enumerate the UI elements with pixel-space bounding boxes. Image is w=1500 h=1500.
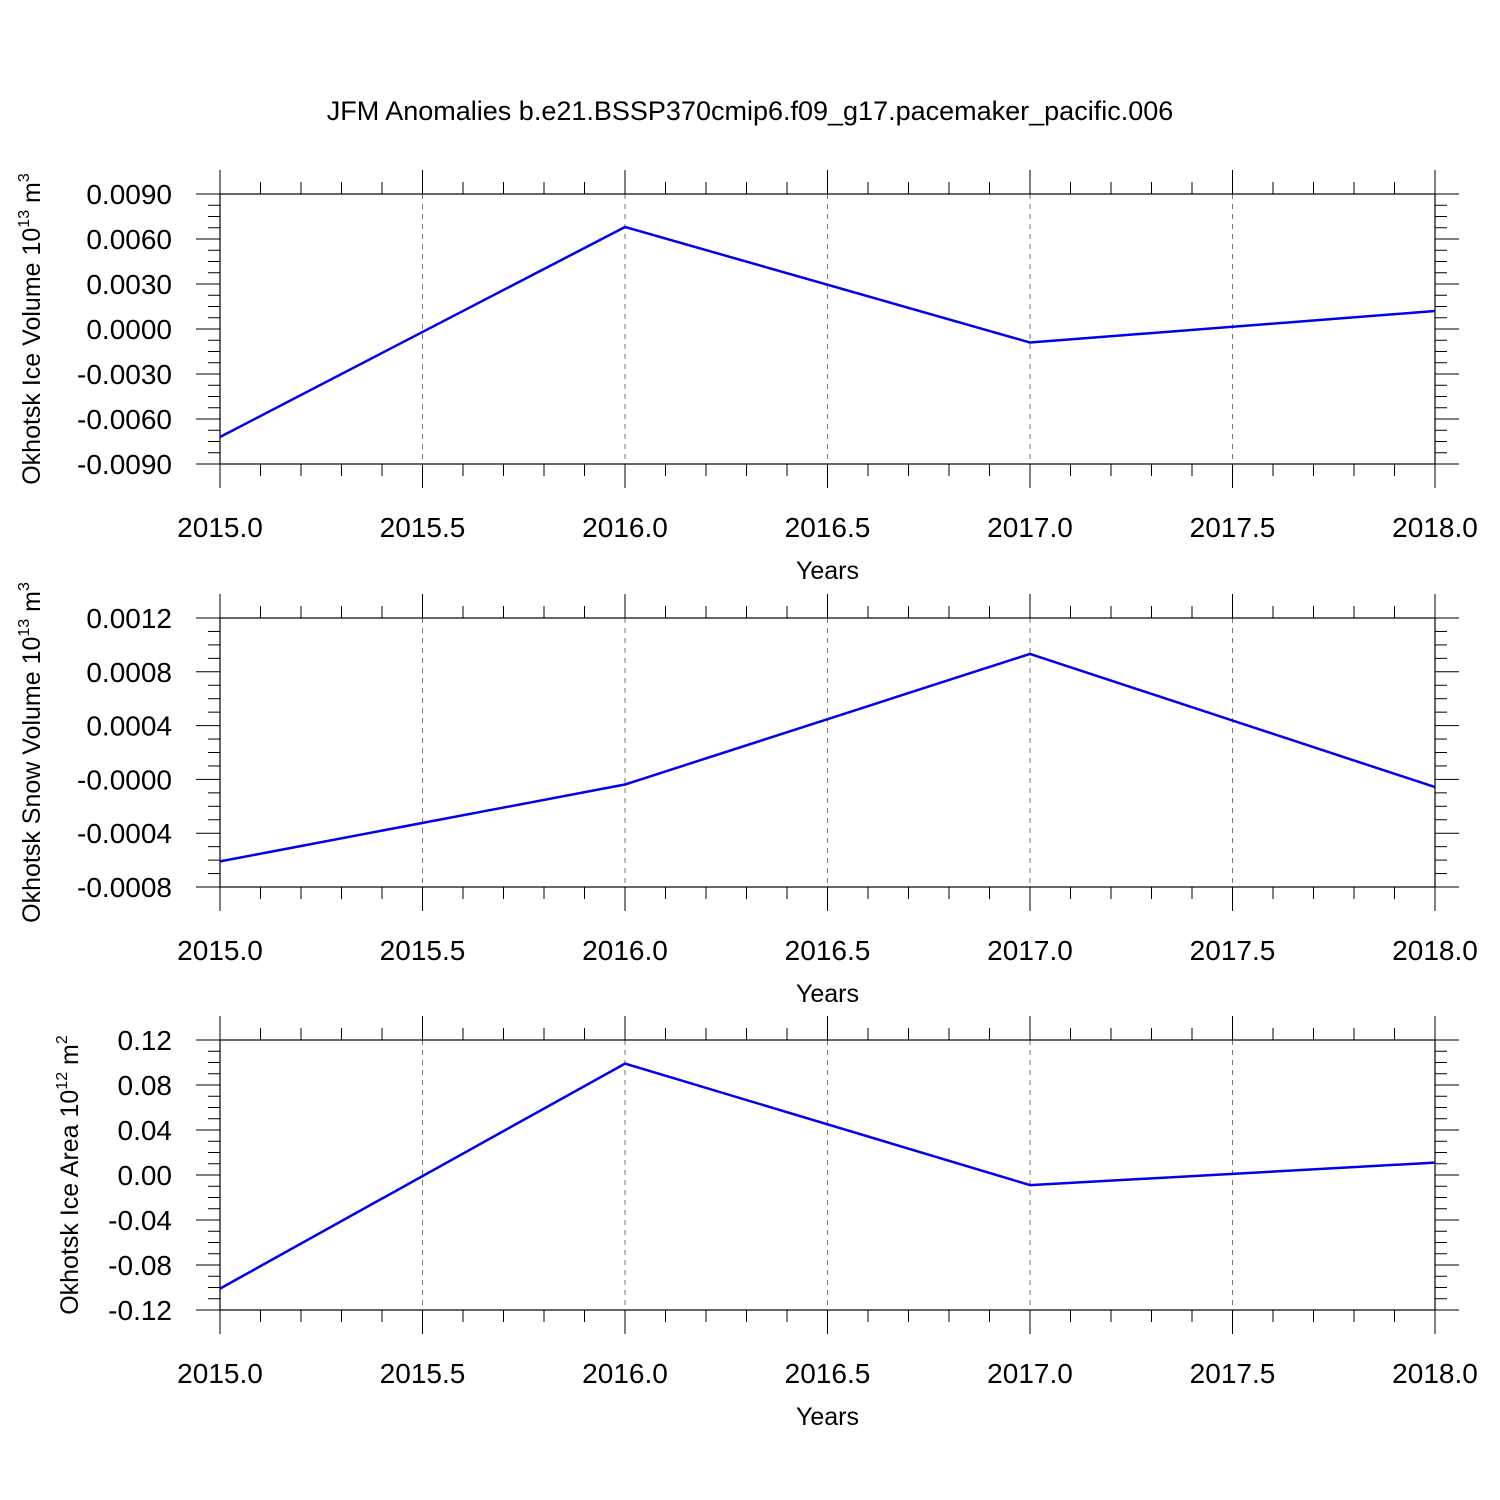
x-tick-label: 2017.0	[987, 1358, 1073, 1389]
y-tick-label: 0.0004	[86, 711, 172, 742]
y-tick-label: -0.0004	[77, 818, 172, 849]
x-axis-title: Years	[796, 557, 859, 585]
y-axis-title: Okhotsk Snow Volume 1013 m3	[16, 582, 46, 923]
x-tick-label: 2015.5	[380, 1358, 466, 1389]
x-tick-label: 2015.0	[177, 935, 263, 966]
y-tick-label: 0.0008	[86, 657, 172, 688]
x-tick-label: 2015.5	[380, 935, 466, 966]
panels: 2015.0 2015.5 2016.0 2016.5 2017.0 2017.5 2018…	[16, 170, 1478, 1431]
y-tick-label: -0.04	[108, 1205, 172, 1236]
x-tick-label: 2016.0	[582, 935, 668, 966]
panel-3: 2015.0 2015.5 2016.0 2016.5 2017.0 2017.5 2018…	[54, 1016, 1478, 1431]
y-tick-label: -0.0000	[77, 764, 172, 795]
y-tick-label: 0.0012	[86, 603, 172, 634]
x-tick-label: 2017.5	[1190, 935, 1276, 966]
x-tick-label: 2015.0	[177, 512, 263, 543]
panel-1: 2015.0 2015.5 2016.0 2016.5 2017.0 2017.5 2018…	[16, 170, 1478, 585]
y-tick-label: 0.0090	[86, 179, 172, 210]
x-tick-label: 2017.5	[1190, 512, 1276, 543]
y-tick-label: 0.12	[118, 1025, 173, 1056]
y-tick-label: 0.00	[118, 1160, 173, 1191]
x-tick-label: 2015.0	[177, 1358, 263, 1389]
y-tick-label: 0.04	[118, 1115, 173, 1146]
x-tick-label: 2016.5	[785, 1358, 871, 1389]
x-tick-label: 2018.0	[1392, 935, 1478, 966]
y-tick-label: -0.08	[108, 1250, 172, 1281]
data-line	[219, 225, 1436, 439]
x-tick-label: 2016.0	[582, 1358, 668, 1389]
panel-2: 2015.0 2015.5 2016.0 2016.5 2017.0 2017.5 2018…	[16, 582, 1478, 1008]
x-axis-title: Years	[796, 980, 859, 1008]
y-axis-title: Okhotsk Ice Area 1012 m2	[54, 1035, 84, 1315]
x-tick-label: 2016.5	[785, 512, 871, 543]
y-tick-label: 0.0000	[86, 314, 172, 345]
x-tick-label: 2018.0	[1392, 1358, 1478, 1389]
x-tick-label: 2016.0	[582, 512, 668, 543]
y-tick-label: -0.0030	[77, 359, 172, 390]
y-tick-label: -0.0008	[77, 872, 172, 903]
x-tick-label: 2018.0	[1392, 512, 1478, 543]
x-tick-label: 2017.0	[987, 512, 1073, 543]
x-tick-label: 2017.5	[1190, 1358, 1276, 1389]
y-axis-title: Okhotsk Ice Volume 1013 m3	[16, 173, 46, 485]
y-tick-label: -0.12	[108, 1295, 172, 1326]
x-tick-label: 2017.0	[987, 935, 1073, 966]
y-tick-label: 0.0060	[86, 224, 172, 255]
y-tick-label: 0.08	[118, 1070, 173, 1101]
x-tick-label: 2016.5	[785, 935, 871, 966]
y-tick-label: -0.0090	[77, 449, 172, 480]
data-line	[219, 652, 1436, 863]
data-line	[219, 1062, 1436, 1290]
y-tick-label: -0.0060	[77, 404, 172, 435]
figure-title: JFM Anomalies b.e21.BSSP370cmip6.f09_g17…	[327, 96, 1174, 126]
x-tick-label: 2015.5	[380, 512, 466, 543]
x-axis-title: Years	[796, 1403, 859, 1431]
y-tick-label: 0.0030	[86, 269, 172, 300]
